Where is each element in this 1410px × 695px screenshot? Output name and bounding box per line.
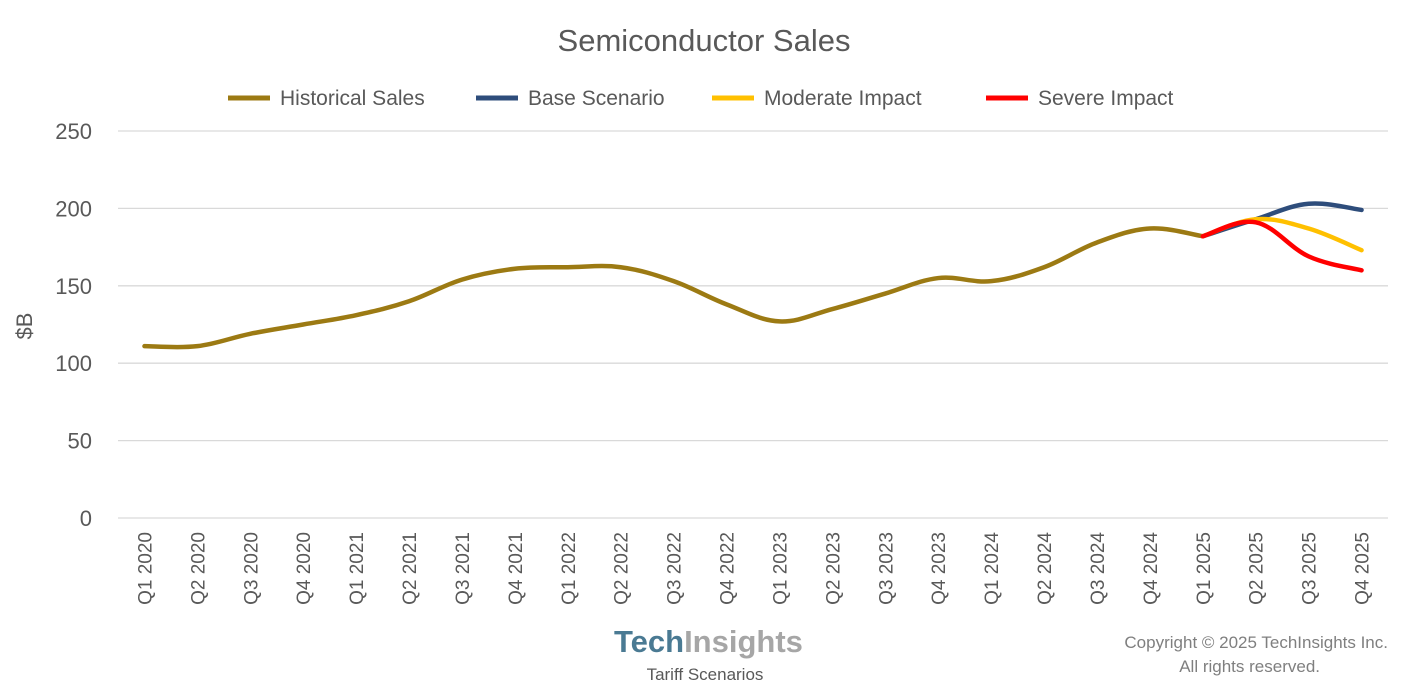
logo-text-insights: Insights: [684, 624, 803, 659]
y-axis-label: $B: [12, 313, 37, 340]
series-line-severe-impact: [1200, 219, 1364, 273]
x-tick-label: Q4 2023: [929, 532, 950, 605]
logo-text-tech: Tech: [614, 624, 684, 659]
x-tick-label: Q4 2025: [1353, 532, 1374, 605]
logo-subtitle: Tariff Scenarios: [647, 665, 764, 684]
legend-label-base-scenario: Base Scenario: [528, 87, 665, 110]
y-tick-label: 100: [55, 351, 92, 376]
x-tick-label: Q1 2024: [982, 532, 1003, 605]
techinsights-logo: TechInsights: [614, 624, 803, 659]
chart-gridlines: [118, 130, 1388, 519]
x-tick-label: Q1 2022: [559, 532, 580, 605]
x-axis-ticks: Q1 2020 Q2 2020 Q3 2020 Q4 2020 Q1 2021 Q2 20…: [135, 532, 1373, 605]
y-tick-label: 150: [55, 274, 92, 299]
svg-text:TechInsights: TechInsights: [614, 624, 803, 659]
x-tick-label: Q2 2022: [612, 532, 633, 605]
x-tick-label: Q2 2021: [400, 532, 421, 605]
copyright-line-1: Copyright © 2025 TechInsights Inc.: [1124, 633, 1388, 652]
y-tick-label: 250: [55, 119, 92, 144]
legend-label-severe-impact: Severe Impact: [1038, 87, 1174, 110]
legend-label-historical-sales: Historical Sales: [280, 87, 425, 110]
x-tick-label: Q4 2021: [506, 532, 527, 605]
chart-series: [142, 201, 1364, 350]
x-tick-label: Q3 2021: [453, 532, 474, 605]
series-line-historical-sales: [142, 226, 1206, 350]
x-tick-label: Q4 2024: [1141, 532, 1162, 605]
x-tick-label: Q2 2020: [188, 532, 209, 605]
chart-title: Semiconductor Sales: [558, 23, 851, 58]
legend-label-moderate-impact: Moderate Impact: [764, 87, 922, 110]
x-tick-label: Q3 2022: [665, 532, 686, 605]
x-tick-label: Q3 2024: [1088, 532, 1109, 605]
x-tick-label: Q1 2021: [347, 532, 368, 605]
y-tick-label: 200: [55, 196, 92, 221]
y-tick-label: 50: [68, 429, 92, 454]
y-tick-label: 0: [80, 506, 92, 531]
x-tick-label: Q1 2025: [1194, 532, 1215, 605]
x-tick-label: Q3 2020: [241, 532, 262, 605]
copyright-line-2: All rights reserved.: [1179, 657, 1320, 676]
x-tick-label: Q1 2020: [135, 532, 156, 605]
y-axis-ticks: 0 50 100 150 200 250: [55, 119, 92, 531]
x-tick-label: Q1 2023: [770, 532, 791, 605]
x-tick-label: Q3 2025: [1300, 532, 1321, 605]
chart-legend: Historical Sales Base Scenario Moderate Im…: [228, 87, 1174, 110]
x-tick-label: Q2 2024: [1035, 532, 1056, 605]
x-tick-label: Q3 2023: [876, 532, 897, 605]
x-tick-label: Q2 2025: [1247, 532, 1268, 605]
x-tick-label: Q4 2022: [718, 532, 739, 605]
x-tick-label: Q2 2023: [823, 532, 844, 605]
x-tick-label: Q4 2020: [294, 532, 315, 605]
